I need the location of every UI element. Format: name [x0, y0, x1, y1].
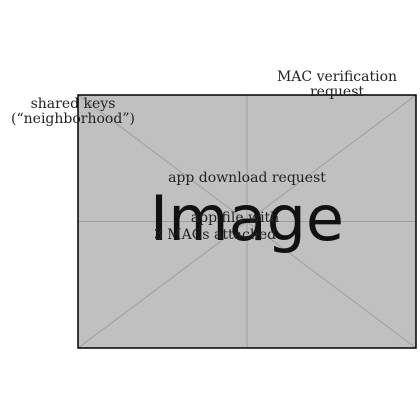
- mac-verification-line-2: request: [309, 84, 365, 100]
- mac-verification-line-1: MAC verification: [276, 69, 398, 85]
- app-file-label: app file with: [190, 210, 280, 226]
- placeholder-guides: [77, 94, 417, 349]
- shared-keys-label: shared keys (“neighborhood”): [0, 97, 146, 127]
- image-frame: [77, 94, 417, 349]
- mac-verification-label: MAC verification request: [262, 70, 412, 100]
- placeholder-image-text: Image: [150, 182, 344, 255]
- macs-attached-label: 3 MACs attached: [153, 227, 277, 243]
- shared-keys-line-1: shared keys: [30, 96, 116, 112]
- shared-keys-line-2: (“neighborhood”): [11, 111, 135, 127]
- app-download-request-label: app download request: [168, 170, 326, 186]
